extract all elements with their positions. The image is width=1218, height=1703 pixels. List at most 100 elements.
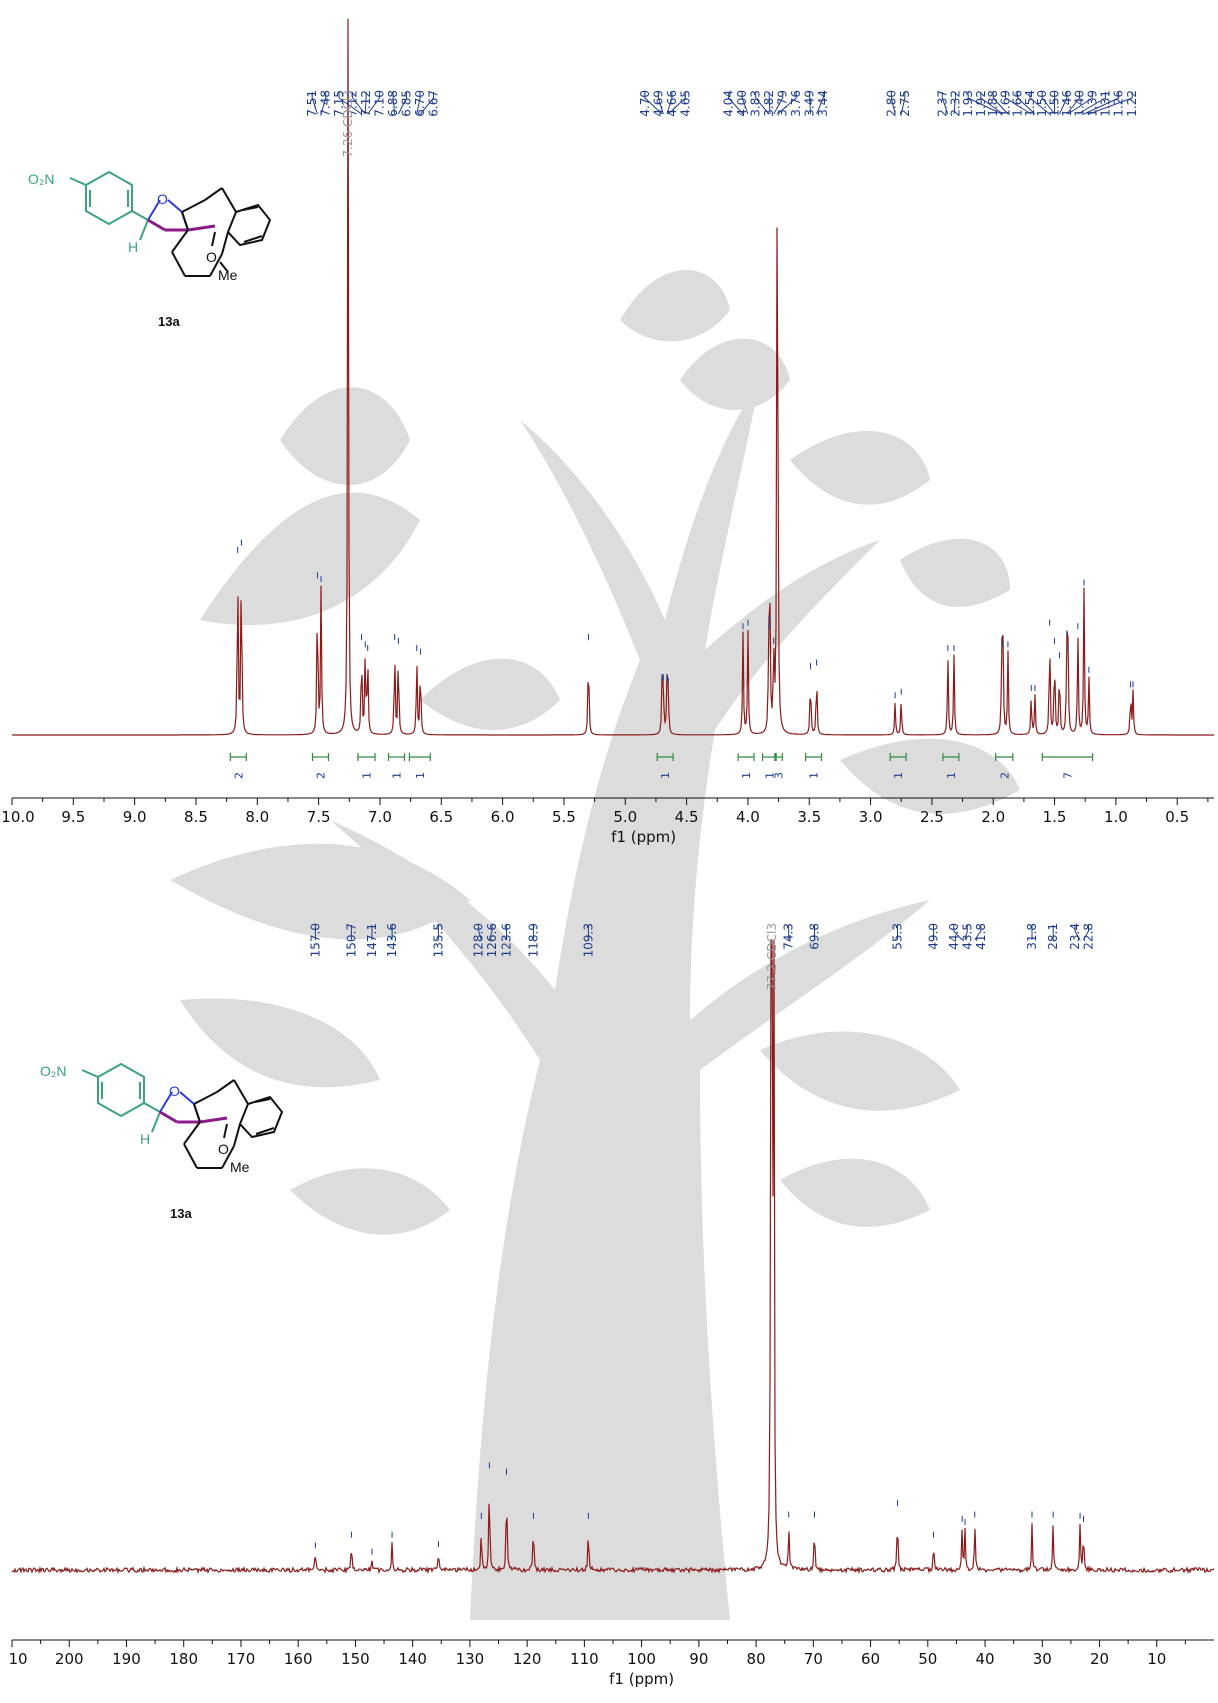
proton-spectrum: 10.0 9.5 9.0 8.5 8.0 7.5 7.0 6.5 6.0 5.5 5.0 4.5 4.0… (1, 18, 1214, 846)
peak-label-leader (1077, 92, 1106, 115)
x-tick-label: 100 (627, 1650, 656, 1668)
spectrum-trace (12, 18, 1214, 736)
x-tick-label: 2.5 (920, 808, 944, 826)
x-tick-label: 3.5 (797, 808, 821, 826)
peak-label: 22.8 (1082, 923, 1096, 950)
x-tick-label: 6.5 (429, 808, 453, 826)
peak-label-leader (397, 92, 407, 115)
ring-oxygen-label: O (157, 191, 168, 207)
x-tick-label: 9.0 (123, 808, 147, 826)
peak-label: 1.92 (974, 90, 988, 117)
peak-label-leader (1088, 92, 1133, 115)
peak-label: 147.1 (365, 923, 379, 957)
nitro-group-label: O₂N (28, 171, 54, 187)
peak-label-leader (367, 92, 381, 115)
peak-label: 3.76 (789, 90, 803, 117)
integral-value: 1 (659, 772, 672, 779)
x-tick-label: 40 (976, 1650, 995, 1668)
peak-label-leader (728, 92, 744, 115)
peak-label: 109.3 (581, 923, 595, 957)
integral-value: 7 (1061, 772, 1074, 779)
methoxy-oxygen-label: O (218, 1141, 229, 1157)
peak-label-leader (1005, 92, 1032, 115)
x-tick-label: 50 (918, 1650, 937, 1668)
peak-label: 1.39 (1085, 90, 1099, 117)
x-tick-label: 1.0 (1104, 808, 1128, 826)
peak-label-leader (644, 92, 663, 115)
x-tick-label: 4.5 (675, 808, 699, 826)
peak-label-leader (657, 92, 664, 115)
peak-label-leader (755, 92, 770, 115)
peak-label-leader (392, 92, 396, 115)
x-tick-label: 6.0 (491, 808, 515, 826)
x-tick-label: 80 (747, 1650, 766, 1668)
peak-label: 135.5 (431, 923, 445, 957)
integral-value: 1 (414, 772, 427, 779)
x-axis-title: f1 (ppm) (609, 1670, 674, 1688)
peak-label-leader (311, 92, 318, 115)
x-tick-label: 2.0 (981, 808, 1005, 826)
peak-label-leader (1067, 92, 1093, 115)
peak-label-leader (1059, 92, 1068, 115)
peak-label: 157.0 (308, 923, 322, 957)
peak-label: 7.15 (332, 90, 346, 117)
x-tick-label: 70 (804, 1650, 823, 1668)
methoxy-label: Me (230, 1159, 250, 1175)
x-tick-label: 8.0 (245, 808, 269, 826)
peak-label: 43.5 (960, 923, 974, 950)
x-tick-label: 90 (689, 1650, 708, 1668)
ring-oxygen-label: O (169, 1083, 180, 1099)
peak-label: 1.40 (1073, 90, 1087, 117)
peak-label: 1.93 (961, 90, 975, 117)
peak-label: 44.0 (947, 923, 961, 950)
peak-label-leader (964, 925, 968, 941)
peak-label-leader (741, 92, 749, 115)
peak-label-leader (1066, 92, 1080, 115)
integral-value: 3 (773, 772, 786, 779)
peak-label-leader (900, 92, 906, 115)
spectra-layer: 10.0 9.5 9.0 8.5 8.0 7.5 7.0 6.5 6.0 5.5 5.0 4.5 4.0… (1, 18, 1215, 1688)
x-tick-label: 130 (456, 1650, 485, 1668)
peak-label-leader (809, 92, 811, 115)
peak-label: 1.54 (1023, 90, 1037, 117)
x-tick-label: 170 (227, 1650, 256, 1668)
peak-label-leader (666, 92, 673, 115)
peak-label: 1.66 (1011, 90, 1025, 117)
x-tick-label: 140 (398, 1650, 427, 1668)
peak-label-leader (890, 92, 896, 115)
x-tick-label: 7.0 (368, 808, 392, 826)
peak-label-leader (1017, 92, 1036, 115)
x-tick-label: 200 (55, 1650, 84, 1668)
x-tick-label: 160 (284, 1650, 313, 1668)
carbon-spectrum: 10 200 190 180 170 160 150 140 130 120 110 100 90 80 7… (8, 923, 1215, 1688)
peak-label: 1.50 (1035, 90, 1049, 117)
peak-label: 150.7 (344, 923, 358, 957)
peak-label-leader (1029, 92, 1050, 115)
integral-value: 2 (232, 772, 245, 779)
peak-label: 6.85 (400, 90, 414, 117)
peak-label-leader (941, 92, 949, 115)
peak-label-leader (420, 92, 434, 115)
peak-label: 118.9 (526, 923, 540, 957)
compound-label-bottom: 13a (170, 1206, 192, 1221)
peak-label: 1.88 (986, 90, 1000, 117)
peak-label: 126.6 (485, 923, 499, 957)
peak-label: 4.00 (735, 90, 749, 117)
peak-label: 1.69 (999, 90, 1013, 117)
x-tick-label: 110 (570, 1650, 599, 1668)
x-tick-label: 30 (1033, 1650, 1052, 1668)
peak-label: 6.88 (386, 90, 400, 117)
x-tick-label: 120 (513, 1650, 542, 1668)
peak-label-leader (320, 92, 327, 115)
peak-label: 3.79 (776, 90, 790, 117)
integral-value: 2 (998, 772, 1011, 779)
integral-value: 1 (763, 772, 776, 779)
x-tick-label: 5.5 (552, 808, 576, 826)
x-tick-label: 4.0 (736, 808, 760, 826)
peak-label: 123.6 (500, 923, 514, 957)
peak-label: 2.75 (898, 90, 912, 117)
peak-label: 1.22 (1125, 90, 1139, 117)
peak-label-leader (1074, 925, 1081, 941)
peak-label: 3.44 (816, 90, 830, 117)
hydrogen-label: H (128, 239, 138, 255)
